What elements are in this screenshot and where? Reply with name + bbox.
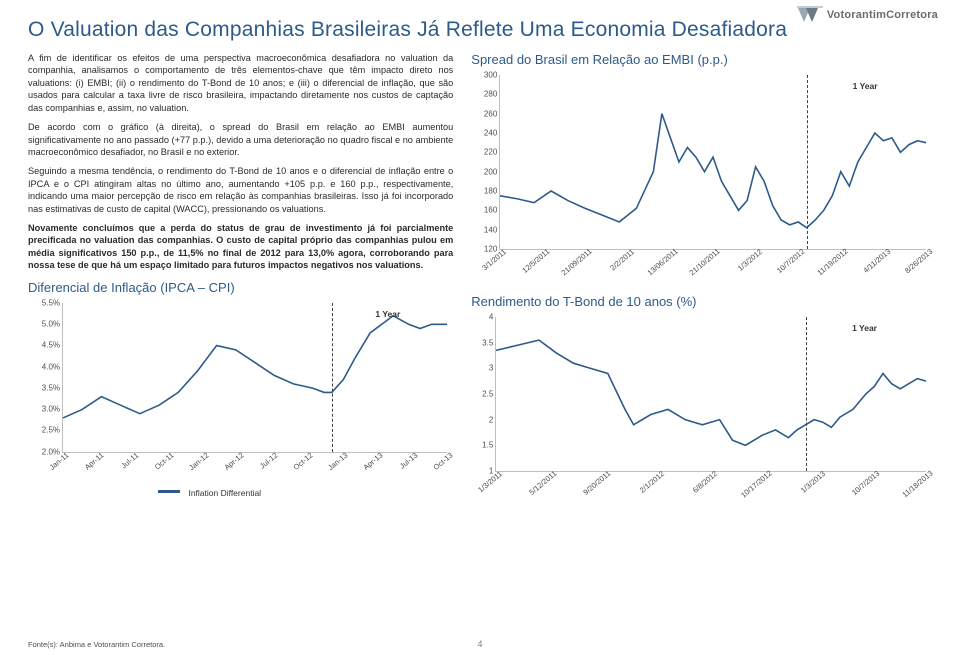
y-tick: 3.0% (42, 405, 63, 414)
x-tick: 11/18/2013 (901, 469, 935, 500)
x-tick: Jan-13 (326, 450, 349, 472)
paragraph-2: De acordo com o gráfico (à direita), o s… (28, 121, 453, 158)
paragraph-4: Novamente concluímos que a perda do stat… (28, 222, 453, 272)
y-tick: 220 (484, 148, 500, 157)
y-tick: 2.5 (482, 390, 496, 399)
brand-logo: VotorantimCorretora (797, 6, 938, 24)
x-tick: 6/8/2012 (691, 469, 719, 495)
inflation-chart: 1 Year 5.5%5.0%4.5%4.0%3.5%3.0%2.5%2.0%J… (28, 299, 453, 489)
page-number: 4 (477, 639, 482, 649)
embi-annot: 1 Year (853, 81, 878, 91)
y-tick: 5.0% (42, 320, 63, 329)
x-tick: 2/2/2011 (608, 247, 636, 272)
y-tick: 4.5% (42, 341, 63, 350)
y-tick: 1.5 (482, 441, 496, 450)
x-tick: Oct-12 (292, 450, 315, 471)
y-tick: 4.0% (42, 362, 63, 371)
y-tick: 240 (484, 129, 500, 138)
y-tick: 160 (484, 206, 500, 215)
y-tick: 4 (489, 313, 496, 322)
y-tick: 180 (484, 187, 500, 196)
embi-chart-title: Spread do Brasil em Relação ao EMBI (p.p… (471, 52, 932, 67)
y-tick: 3.5 (482, 338, 496, 347)
y-tick: 200 (484, 167, 500, 176)
x-tick: Jan-12 (187, 450, 210, 472)
y-tick: 300 (484, 71, 500, 80)
y-tick: 3.5% (42, 383, 63, 392)
footer-source: Fonte(s): Anbima e Votorantim Corretora. (28, 640, 165, 649)
x-tick: 9/20/2011 (581, 469, 612, 497)
paragraph-1: A fim de identificar os efeitos de uma p… (28, 52, 453, 114)
y-tick: 280 (484, 90, 500, 99)
x-tick: 21/10/2011 (688, 247, 722, 278)
x-tick: Apr-12 (222, 450, 245, 471)
x-tick: 21/09/2011 (560, 247, 594, 278)
embi-chart: 1 Year 3002802602402202001801601401203/1… (471, 71, 932, 286)
brand-mark-icon (797, 6, 823, 24)
x-tick: Jul-12 (258, 450, 279, 470)
x-tick: Apr-13 (362, 450, 385, 471)
inflation-chart-title: Diferencial de Inflação (IPCA – CPI) (28, 280, 453, 295)
inflation-annot: 1 Year (375, 309, 400, 319)
tbond-annot: 1 Year (852, 323, 877, 333)
tbond-chart: 1 Year 43.532.521.511/3/20115/12/20119/2… (471, 313, 932, 508)
x-tick: 4/11/2013 (861, 247, 892, 275)
x-tick: 8/26/2013 (903, 247, 934, 275)
y-tick: 3 (489, 364, 496, 373)
x-tick: Jul-13 (398, 450, 419, 470)
inflation-legend-swatch (158, 490, 180, 493)
inflation-legend: Inflation Differential (188, 488, 261, 498)
x-tick: 10/17/2012 (739, 469, 774, 500)
brand-name: VotorantimCorretora (827, 9, 938, 21)
x-tick: Apr-11 (83, 450, 106, 471)
x-tick: 10/7/2012 (775, 247, 806, 275)
x-tick: 11/19/2012 (816, 247, 850, 278)
x-tick: Oct-11 (153, 450, 176, 471)
x-tick: Jul-11 (119, 450, 140, 470)
x-tick: 12/5/2011 (520, 247, 551, 275)
x-tick: 2/1/2012 (637, 469, 665, 495)
x-tick: 5/12/2011 (527, 469, 558, 497)
y-tick: 140 (484, 225, 500, 234)
x-tick: 1/3/2012 (736, 247, 764, 273)
x-tick: 13/06/2011 (645, 247, 679, 278)
x-tick: 1/3/2013 (799, 469, 827, 495)
x-tick: Oct-13 (431, 450, 454, 471)
x-tick: 10/7/2013 (850, 469, 881, 497)
y-tick: 2 (489, 415, 496, 424)
y-tick: 5.5% (42, 298, 63, 307)
tbond-chart-title: Rendimento do T-Bond de 10 anos (%) (471, 294, 932, 309)
y-tick: 2.5% (42, 426, 63, 435)
y-tick: 260 (484, 109, 500, 118)
paragraph-3: Seguindo a mesma tendência, o rendimento… (28, 165, 453, 215)
